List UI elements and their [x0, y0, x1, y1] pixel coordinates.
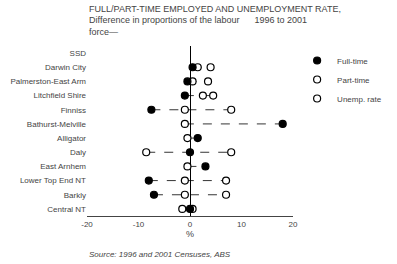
- svg-text:20: 20: [289, 220, 298, 229]
- svg-text:Full-time: Full-time: [337, 57, 368, 66]
- svg-text:FULL/PART-TIME EMPLOYED AND UN: FULL/PART-TIME EMPLOYED AND UNEMPLOYMENT…: [89, 4, 341, 37]
- svg-text:Lower Top End NT: Lower Top End NT: [20, 176, 86, 185]
- svg-text:East Arnhem: East Arnhem: [40, 162, 86, 171]
- svg-text:%: %: [186, 229, 194, 239]
- svg-text:Litchfield Shire: Litchfield Shire: [34, 91, 87, 100]
- svg-text:SSD: SSD: [70, 49, 87, 58]
- svg-text:Finniss: Finniss: [61, 106, 86, 115]
- svg-text:10: 10: [237, 220, 246, 229]
- svg-text:Bathurst-Melville: Bathurst-Melville: [27, 120, 87, 129]
- svg-text:Unemp. rate: Unemp. rate: [337, 95, 382, 104]
- svg-text:-20: -20: [81, 220, 93, 229]
- svg-text:0: 0: [188, 220, 193, 229]
- svg-text:Central NT: Central NT: [47, 205, 86, 214]
- svg-text:-10: -10: [133, 220, 145, 229]
- svg-text:Darwin City: Darwin City: [45, 63, 86, 72]
- svg-text:Source: 1996 and 2001 Censuses: Source: 1996 and 2001 Censuses, ABS: [89, 250, 231, 259]
- svg-text:Daly: Daly: [70, 148, 86, 157]
- svg-text:Barkly: Barkly: [64, 191, 86, 200]
- svg-text:Palmerston-East Arm: Palmerston-East Arm: [10, 77, 86, 86]
- svg-text:Part-time: Part-time: [337, 76, 370, 85]
- svg-text:Alligator: Alligator: [57, 134, 86, 143]
